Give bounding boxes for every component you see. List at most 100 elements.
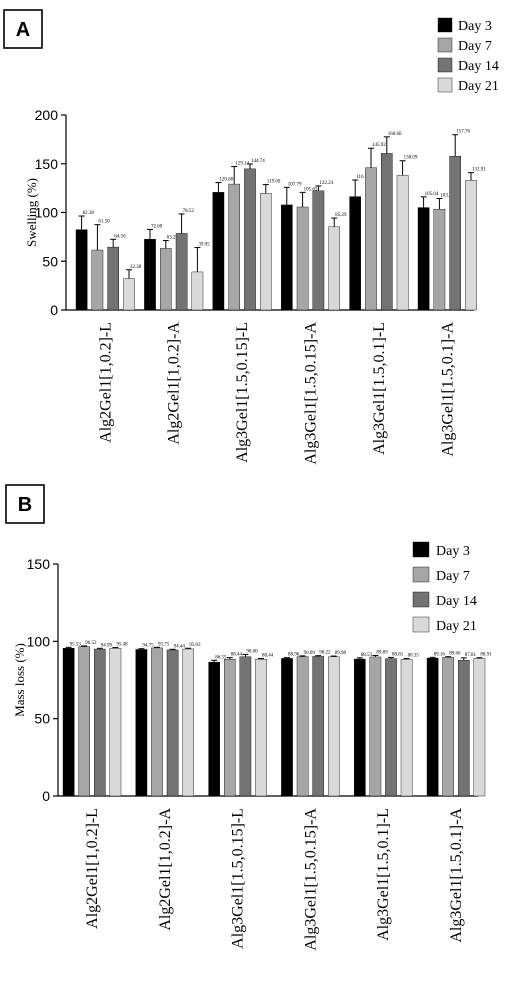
x-tick-label: Alg3Gel1[1.5,0.1]-A [448,808,465,943]
legend-label: Day 3 [436,544,470,559]
panel-letter-box [5,484,45,524]
data-label: 89.16 [434,652,446,657]
bar [442,657,455,797]
bar [91,249,104,311]
data-label: 129.14 [235,162,249,167]
bar [365,167,377,311]
bar [354,658,366,797]
bar [426,657,439,797]
data-label: 88.35 [408,654,420,659]
data-label: 88.91 [480,653,492,658]
y-tick-label: 50 [42,253,58,269]
bar [328,226,341,311]
data-label: 85.29 [335,213,347,218]
bar [75,229,88,311]
data-label: 88.44 [262,653,274,658]
legend-swatch [437,37,453,53]
x-tick-label: Alg3Gel1[1.5,0.15]-L [234,322,251,463]
bar [144,239,156,311]
y-tick-label: 150 [35,156,59,172]
x-tick-label: Alg2Gel1[1,0.2]-L [84,808,101,929]
bar [417,207,430,311]
y-tick-label: 0 [50,302,58,318]
bar [135,649,148,797]
legend-swatch [412,616,430,633]
x-tick-label: Alg3Gel1[1.5,0.1]-L [375,808,392,941]
panel-letter: A [16,19,30,41]
bar [62,648,75,797]
y-tick-label: 100 [35,205,59,221]
data-label: 96.52 [85,641,97,646]
bar [385,658,397,797]
data-label: 105.65 [304,187,318,192]
y-tick-label: 100 [27,633,51,649]
data-label: 132.91 [472,168,486,173]
data-label: 64.50 [114,234,126,239]
bar [182,648,195,797]
bar [400,659,413,797]
data-label: 157.76 [456,130,470,135]
bar [208,661,221,797]
data-label: 78.52 [183,209,195,214]
data-label: 89.66 [449,652,461,657]
data-label: 95.03 [189,643,201,648]
bar [260,193,272,311]
bar [244,168,256,311]
legend-label: Day 21 [458,79,499,94]
bar [458,659,470,797]
x-tick-label: Alg3Gel1[1.5,0.1]-L [371,322,388,455]
bar [312,190,325,311]
data-label: 94.75 [142,644,154,649]
bar [228,183,241,311]
legend-label: Day 21 [436,619,477,634]
bar [191,271,204,311]
bar [93,648,106,797]
bar [281,658,293,797]
bar [255,659,267,797]
bar [349,196,362,311]
data-label: 95.48 [116,643,128,648]
x-tick-label: Alg2Gel1[1,0.2]-A [166,322,183,445]
data-label: 88.53 [361,653,373,658]
data-label: 122.24 [319,181,333,186]
bar [239,656,252,797]
data-label: 144.74 [251,159,265,164]
bar [296,656,309,797]
bar [281,204,293,311]
x-tick-label: Alg2Gel1[1,0.2]-A [157,808,174,931]
bar [212,192,225,311]
data-label: 107.79 [288,182,302,187]
panel-letter: B [18,494,32,516]
data-label: 103.33 [440,194,454,199]
x-tick-label: Alg3Gel1[1.5,0.15]-A [303,322,320,465]
data-label: 116.30 [356,175,370,180]
data-label: 61.50 [98,220,110,225]
y-tick-label: 50 [34,711,50,727]
y-axis-label: Swelling (%) [24,178,39,247]
y-axis-label: Mass loss (%) [12,643,27,717]
data-label: 39.05 [198,243,210,248]
data-label: 90.09 [304,651,316,656]
data-label: 89.89 [376,650,388,655]
legend-label: Day 7 [458,39,492,54]
legend-swatch [437,17,453,33]
data-label: 105.04 [425,192,439,197]
bar [109,648,122,797]
panel-letter-box [3,9,43,49]
y-tick-label: 200 [35,107,59,123]
legend-swatch [437,57,453,73]
data-label: 32.28 [130,265,142,270]
x-tick-label: Alg2Gel1[1,0.2]-L [97,322,114,443]
data-label: 90.00 [246,649,258,654]
data-label: 119.60 [267,180,281,185]
data-label: 82.38 [83,211,95,216]
legend-label: Day 7 [436,569,470,584]
bar [449,155,462,311]
bar [159,248,172,311]
legend-swatch [437,77,453,93]
bar [78,646,90,797]
data-label: 145.92 [372,143,386,148]
